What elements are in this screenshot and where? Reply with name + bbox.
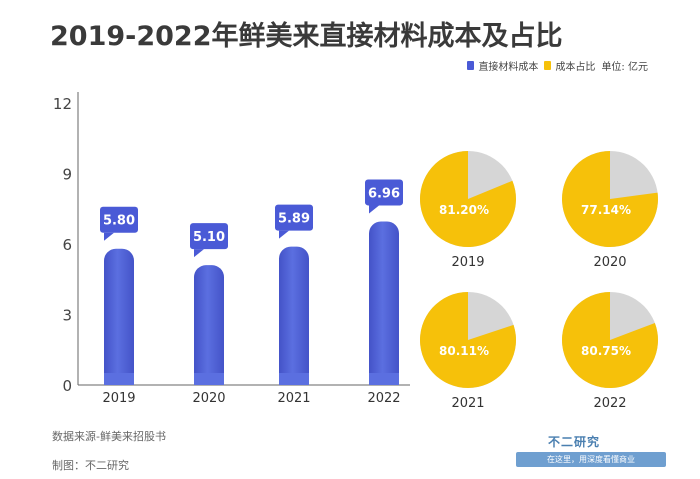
data-label-pointer <box>194 249 204 258</box>
legend-swatch-ratio <box>544 61 552 70</box>
bar-base <box>194 373 224 385</box>
maker-note: 制图：不二研究 <box>52 459 129 472</box>
pie-label: 81.20% <box>439 203 489 217</box>
brand-logo: 不二研究 <box>548 435 601 449</box>
brand-slogan: 在这里，用深度看懂商业 <box>516 452 666 467</box>
x-tick-label: 2019 <box>102 391 135 406</box>
y-tick-label: 3 <box>62 307 72 325</box>
pie-slice <box>562 292 659 389</box>
data-label: 5.89 <box>278 212 310 227</box>
bar <box>369 221 399 385</box>
bar-base <box>369 373 399 385</box>
pie-slice <box>420 151 516 248</box>
legend-label-cost: 直接材料成本 <box>478 62 539 73</box>
legend: 直接材料成本 成本占比 单位: 亿元 <box>467 58 648 73</box>
bar-base <box>279 373 309 385</box>
data-label-box <box>100 206 138 233</box>
data-label-pointer <box>279 230 289 239</box>
source-note: 数据来源-鲜美来招股书 <box>52 430 166 443</box>
x-tick-label: 2020 <box>192 391 225 406</box>
pie-label: 77.14% <box>581 203 631 217</box>
x-tick-label: 2021 <box>277 391 310 406</box>
pie-year-label: 2022 <box>593 396 626 411</box>
legend-item-ratio: 成本占比 <box>544 58 595 73</box>
pie-slice <box>420 292 516 388</box>
legend-swatch-cost <box>467 61 475 70</box>
y-tick-label: 0 <box>62 377 72 395</box>
legend-unit: 单位: 亿元 <box>601 62 648 73</box>
data-label-box <box>190 223 228 250</box>
pie-label: 80.11% <box>439 344 489 358</box>
pie-year-label: 2019 <box>451 255 484 270</box>
data-label: 5.80 <box>103 214 135 229</box>
legend-item-cost: 直接材料成本 <box>467 58 538 73</box>
y-tick-label: 9 <box>62 166 72 184</box>
pie-year-label: 2020 <box>593 255 626 270</box>
data-label-box <box>365 179 403 206</box>
legend-label-ratio: 成本占比 <box>555 62 596 73</box>
x-tick-label: 2022 <box>367 391 400 406</box>
data-label: 6.96 <box>368 186 400 201</box>
pie-slice <box>562 151 658 247</box>
bar <box>279 246 309 385</box>
bar <box>194 265 224 385</box>
pie-label: 80.75% <box>581 344 631 358</box>
data-label-box <box>275 204 313 231</box>
data-label: 5.10 <box>193 230 225 245</box>
pie-year-label: 2021 <box>451 396 484 411</box>
y-tick-label: 6 <box>62 236 72 254</box>
data-label-pointer <box>369 205 379 214</box>
page-title: 2019-2022年鲜美来直接材料成本及占比 <box>50 21 563 52</box>
data-label-pointer <box>104 232 114 241</box>
bar-base <box>104 373 134 385</box>
y-tick-label: 12 <box>53 95 72 113</box>
bar <box>104 248 134 385</box>
